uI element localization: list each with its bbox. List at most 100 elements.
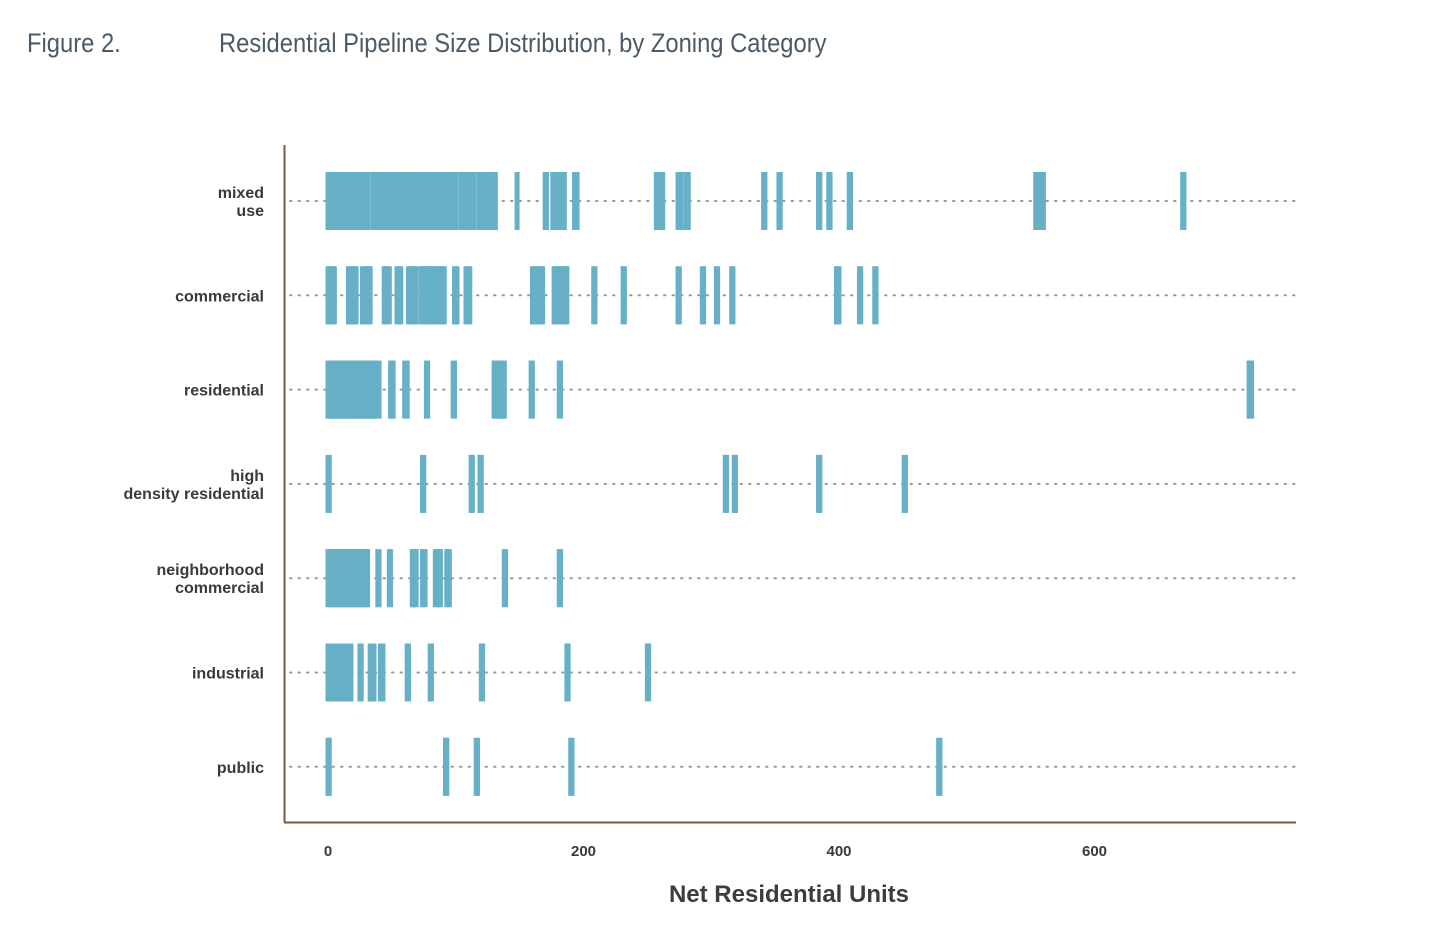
strip-mark bbox=[474, 737, 480, 796]
strip-mark bbox=[478, 454, 484, 513]
strip-mark bbox=[405, 643, 411, 702]
strip-mark bbox=[1181, 172, 1187, 230]
category-label: density residential bbox=[124, 486, 265, 503]
strip-mark bbox=[558, 360, 563, 419]
strip-mark bbox=[660, 172, 666, 230]
strip-mark bbox=[376, 360, 382, 419]
strip-mark bbox=[388, 549, 394, 608]
strip-mark bbox=[467, 266, 473, 325]
strip-mark bbox=[365, 549, 371, 608]
strip-mark bbox=[724, 454, 730, 513]
figure-title: Residential Pipeline Size Distribution, … bbox=[219, 28, 827, 58]
strip-mark bbox=[762, 172, 768, 230]
strip-mark bbox=[371, 643, 377, 702]
strip-mark bbox=[404, 360, 410, 419]
strip-mark bbox=[592, 266, 598, 325]
strip-mark bbox=[501, 360, 507, 419]
strip-mark bbox=[453, 172, 459, 230]
category-row: public bbox=[217, 737, 1297, 796]
category-label: public bbox=[217, 760, 264, 777]
category-label: residential bbox=[184, 383, 264, 400]
strip-mark bbox=[432, 266, 438, 325]
strip-mark bbox=[492, 172, 498, 230]
strip-mark bbox=[444, 737, 450, 796]
strip-mark bbox=[441, 266, 447, 325]
strip-mark bbox=[358, 643, 364, 702]
strip-mark bbox=[848, 172, 853, 230]
figure-label: Figure 2. bbox=[27, 28, 121, 58]
strip-mark bbox=[558, 172, 563, 230]
strip-mark bbox=[398, 266, 404, 325]
strip-mark bbox=[348, 643, 354, 702]
strip-mark bbox=[817, 172, 823, 230]
strip-mark bbox=[646, 643, 652, 702]
strip-mark bbox=[413, 266, 419, 325]
category-row: residential bbox=[184, 360, 1297, 419]
strip-mark bbox=[454, 266, 460, 325]
strip-mark bbox=[503, 549, 509, 608]
strip-mark bbox=[902, 454, 908, 513]
strip-mark bbox=[730, 266, 736, 325]
strip-mark bbox=[543, 172, 549, 230]
x-tick-label: 0 bbox=[324, 843, 332, 860]
strip-mark bbox=[817, 454, 823, 513]
strip-mark bbox=[325, 172, 331, 230]
strip-mark bbox=[437, 549, 443, 608]
strip-mark bbox=[480, 172, 486, 230]
strip-mark bbox=[733, 454, 739, 513]
strip-mark bbox=[425, 360, 431, 419]
strip-mark bbox=[326, 454, 332, 513]
x-axis-title: Net Residential Units bbox=[669, 881, 909, 908]
strip-mark bbox=[558, 549, 563, 608]
strip-mark bbox=[836, 266, 842, 325]
x-tick-label: 200 bbox=[571, 843, 596, 860]
strip-mark bbox=[572, 172, 578, 230]
strip-mark bbox=[552, 172, 558, 230]
strip-mark bbox=[331, 266, 337, 325]
strip-mark bbox=[621, 266, 627, 325]
strip-mark bbox=[873, 266, 879, 325]
category-label: industrial bbox=[192, 666, 264, 683]
strip-mark bbox=[1249, 360, 1255, 419]
strip-mark bbox=[446, 549, 452, 608]
x-tick-labels: 0 200 400 600 bbox=[324, 843, 1107, 860]
strip-mark bbox=[422, 549, 428, 608]
category-label: neighborhood bbox=[156, 562, 264, 579]
strip-mark bbox=[469, 454, 475, 513]
category-label: commercial bbox=[175, 580, 264, 597]
strip-mark bbox=[451, 360, 457, 419]
strip-mark bbox=[937, 737, 943, 796]
strip-mark bbox=[421, 454, 427, 513]
strip-mark bbox=[540, 266, 546, 325]
strip-mark bbox=[480, 643, 486, 702]
strip-mark bbox=[569, 737, 575, 796]
strip-mark bbox=[529, 360, 535, 419]
category-label: high bbox=[230, 468, 264, 485]
category-label: commercial bbox=[175, 288, 264, 305]
strip-mark bbox=[715, 266, 721, 325]
strip-mark bbox=[574, 172, 580, 230]
strip-mark bbox=[390, 360, 396, 419]
strip-mark bbox=[413, 549, 419, 608]
strip-mark bbox=[564, 266, 570, 325]
strip-mark bbox=[326, 737, 332, 796]
category-row: industrial bbox=[192, 643, 1297, 702]
strip-mark bbox=[561, 172, 567, 230]
strip-mark bbox=[514, 172, 520, 230]
strip-mark bbox=[827, 172, 833, 230]
figure-header: Figure 2. Residential Pipeline Size Dist… bbox=[0, 28, 1430, 68]
category-row: commercial bbox=[175, 266, 1297, 325]
strip-mark bbox=[676, 266, 682, 325]
strip-mark bbox=[1040, 172, 1046, 230]
strip-mark bbox=[565, 643, 571, 702]
strip-mark bbox=[380, 643, 386, 702]
strip-mark bbox=[678, 172, 684, 230]
strip-mark bbox=[365, 172, 371, 230]
strip-mark bbox=[701, 266, 707, 325]
strip-mark bbox=[376, 549, 382, 608]
strip-mark bbox=[386, 266, 392, 325]
